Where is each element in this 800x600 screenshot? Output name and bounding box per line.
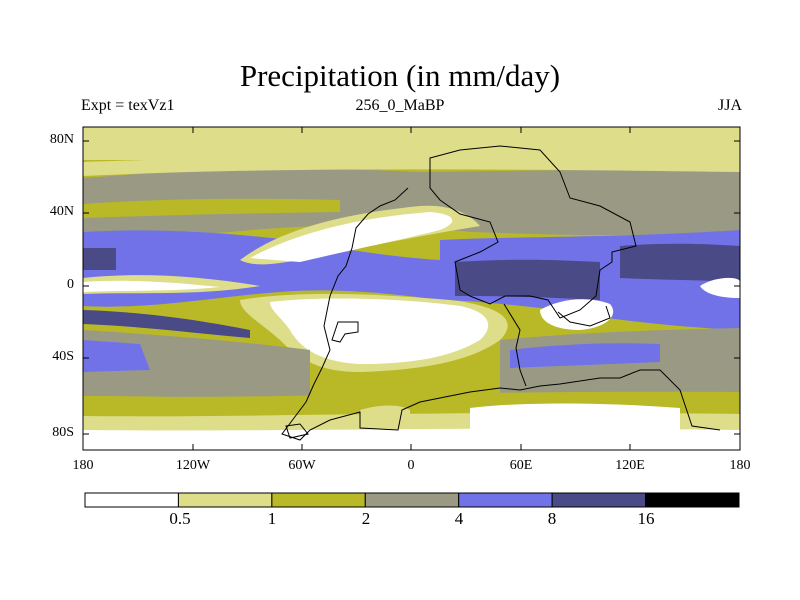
period-label: 256_0_MaBP [355,97,445,114]
lat-label-0: 0 [67,277,74,292]
field-dark-west [83,248,116,270]
field-south-white-patch [470,403,680,440]
lon-label-180e: 180 [729,458,751,473]
season-label: JJA [717,97,742,114]
colorbar-box [364,492,460,508]
colorbar-frame [84,492,740,508]
colorbar-box [84,492,179,508]
lat-label-80n: 80N [49,132,74,147]
colorbar-label: 0.5 [169,509,191,528]
coast-fragment [285,423,309,439]
field-monsoon-core [455,259,600,300]
colorbar-box [177,492,273,508]
colorbar-box [458,492,553,508]
colorbar-box [271,492,366,508]
lat-label-80s: 80S [52,425,74,440]
axis-ticks [83,127,740,450]
field-south-blue-west [83,340,150,372]
colorbar-label: 4 [454,509,464,528]
lon-label-60w: 60W [288,458,316,473]
colorbar-label: 16 [637,509,655,528]
colorbar-box [645,492,740,508]
lon-label-0: 0 [407,458,415,473]
lon-label-180w: 180 [72,458,94,473]
colorbar-label: 2 [361,509,371,528]
lon-label-120w: 120W [175,458,211,473]
field-dark-south-pacific [83,310,250,338]
colorbar-label: 8 [547,509,557,528]
field-pacific-core-east [620,243,740,282]
coast-southwest [281,187,721,441]
colorbar-label: 1 [267,509,277,528]
field-south-blue-east [510,343,660,368]
lon-label-60e: 60E [509,458,533,473]
field-eq-white-east [700,277,740,298]
coast-northeast [429,145,637,319]
field-subtrop-white-north [250,212,453,262]
field-white-east [540,299,614,330]
map-title: Precipitation (in mm/day) [239,58,561,93]
field-north-strip [83,198,340,218]
field-subtrop-white-south [270,298,489,364]
lon-label-120e: 120E [615,458,645,473]
field-north-dry-strip [83,157,740,176]
experiment-label: Expt = texVz1 [81,97,175,114]
lat-label-40s: 40S [52,349,74,364]
field-antarctic-patch [360,405,410,428]
coast-india [503,303,527,387]
coast-east-island [557,305,611,327]
field-north-track [83,168,740,236]
field-eq-white-west [83,280,220,292]
colorbar-box [551,492,647,508]
coast-inlet [331,321,359,343]
lat-label-40n: 40N [49,204,74,219]
